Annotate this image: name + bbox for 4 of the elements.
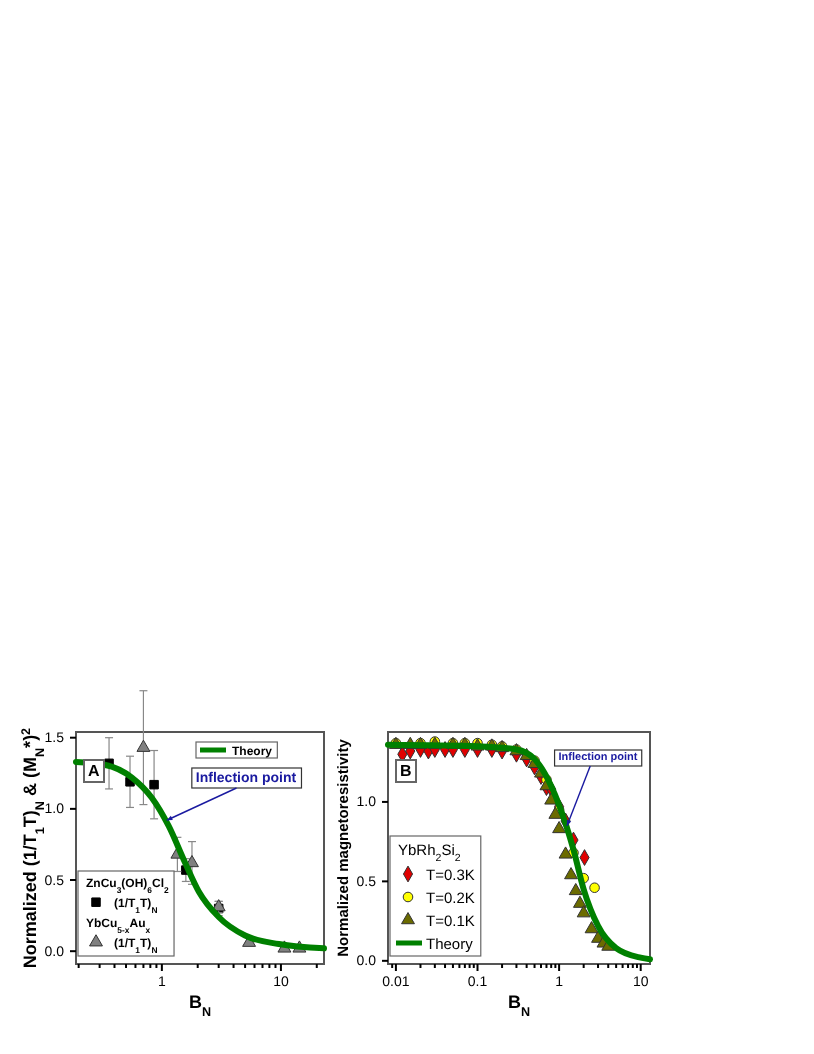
x-axis-title: B$_{N}$ [188, 992, 212, 1019]
annotation: A [88, 762, 100, 780]
annotation: B [400, 762, 412, 780]
x-axis-title: B$_{N}$ [507, 992, 531, 1019]
